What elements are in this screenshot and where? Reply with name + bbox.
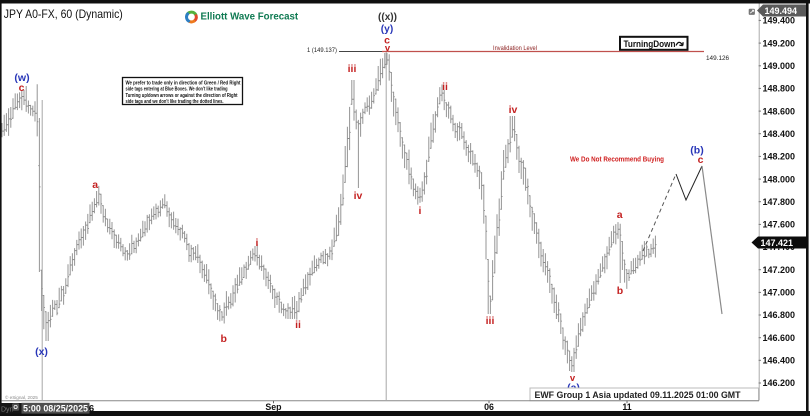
svg-text:147.600: 147.600 [763, 220, 796, 230]
svg-text:149.126: 149.126 [706, 55, 730, 62]
svg-text:146.200: 146.200 [763, 378, 796, 388]
svg-text:© eSignal, 2025: © eSignal, 2025 [5, 394, 38, 400]
svg-text:(x): (x) [35, 346, 48, 358]
svg-text:147.200: 147.200 [763, 265, 796, 275]
svg-text:b: b [617, 285, 623, 297]
svg-text:TurningDown: TurningDown [624, 39, 676, 49]
svg-text:c: c [698, 154, 704, 166]
svg-text:v: v [570, 373, 576, 384]
svg-text:c: c [19, 82, 25, 94]
svg-text:c: c [384, 35, 390, 47]
svg-text:146.600: 146.600 [763, 333, 796, 343]
svg-text:EWF Group 1 Asia updated 09.11: EWF Group 1 Asia updated 09.11.2025 01:0… [535, 390, 741, 400]
svg-text:147.000: 147.000 [763, 288, 796, 298]
svg-text:Turning up/down arrows or agai: Turning up/down arrows or against the di… [126, 93, 238, 99]
svg-text:149.400: 149.400 [763, 16, 796, 26]
svg-text:148.600: 148.600 [763, 106, 796, 116]
svg-text:side tags and we don’t like tr: side tags and we don’t like trading the … [126, 99, 224, 105]
svg-text:v: v [385, 43, 391, 54]
svg-text:(y): (y) [381, 24, 393, 35]
svg-text:5:00 08/25/2025: 5:00 08/25/2025 [23, 403, 89, 414]
svg-text:147.800: 147.800 [763, 197, 796, 207]
svg-text:JPY A0-FX, 60 (Dynamic): JPY A0-FX, 60 (Dynamic) [4, 7, 123, 21]
svg-text:148.200: 148.200 [763, 152, 796, 162]
svg-text:6: 6 [89, 403, 94, 414]
svg-text:Invalidation Level: Invalidation Level [493, 45, 537, 52]
svg-text:149.200: 149.200 [763, 38, 796, 48]
svg-text:Elliott Wave Forecast: Elliott Wave Forecast [201, 12, 299, 23]
svg-text:iv: iv [354, 190, 363, 202]
svg-text:148.800: 148.800 [763, 84, 796, 94]
svg-text:We Do Not Recommend Buying: We Do Not Recommend Buying [570, 157, 664, 164]
svg-text:Sep: Sep [265, 402, 282, 412]
svg-text:(w): (w) [14, 72, 29, 84]
svg-text:a: a [617, 209, 623, 221]
svg-text:i: i [255, 237, 258, 249]
svg-text:06: 06 [484, 402, 494, 412]
svg-text:ii: ii [442, 81, 448, 93]
svg-text:iii: iii [348, 63, 357, 75]
svg-text:1 (149.137): 1 (149.137) [307, 47, 337, 54]
svg-text:(b): (b) [690, 145, 703, 157]
svg-text:149.000: 149.000 [763, 61, 796, 71]
svg-text:i: i [419, 205, 422, 217]
svg-text:11: 11 [622, 402, 631, 412]
svg-text:((x)): ((x)) [378, 12, 397, 23]
svg-text:147.421: 147.421 [761, 238, 794, 248]
svg-text:We prefer to trade only in dir: We prefer to trade only in direction of … [126, 81, 241, 87]
svg-text:Dyn: Dyn [1, 407, 14, 414]
svg-text:b: b [220, 333, 226, 345]
svg-text:side tags entering at Blue Box: side tags entering at Blue Boxes. We don… [126, 87, 228, 93]
svg-text:iii: iii [486, 315, 495, 327]
svg-text:iv: iv [509, 104, 518, 116]
svg-text:146.800: 146.800 [763, 310, 796, 320]
svg-text:148.400: 148.400 [763, 129, 796, 139]
svg-text:148.000: 148.000 [763, 174, 796, 184]
svg-text:a: a [92, 179, 98, 191]
svg-text:146.400: 146.400 [763, 356, 796, 366]
svg-text:149.494: 149.494 [765, 6, 798, 16]
svg-text:ii: ii [295, 319, 301, 331]
